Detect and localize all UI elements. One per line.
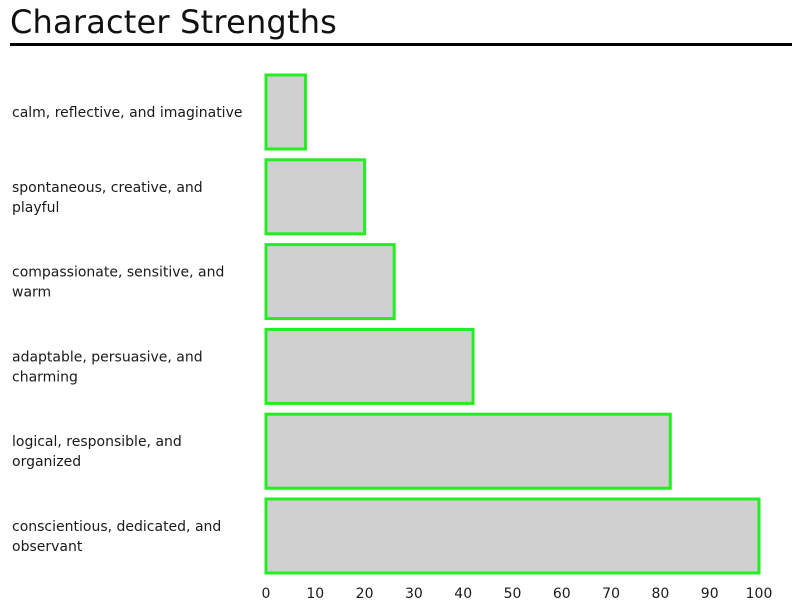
bar <box>264 243 396 321</box>
chart-title: Character Strengths <box>10 3 338 41</box>
x-tick-label: 70 <box>602 586 620 602</box>
x-tick-label: 100 <box>746 586 773 602</box>
category-label: adaptable, persuasive, and charming <box>12 349 203 385</box>
x-tick-labels-group: 0 10 20 30 40 50 60 70 80 90 100 <box>262 586 773 602</box>
category-label: calm, reflective, and imaginative <box>12 105 242 121</box>
x-tick-label: 10 <box>306 586 324 602</box>
bar <box>264 497 761 575</box>
bar <box>264 412 672 490</box>
category-labels-group: calm, reflective, and imaginative spontan… <box>12 105 242 555</box>
x-tick-label: 30 <box>405 586 423 602</box>
title-underline <box>10 43 792 46</box>
x-tick-label: 60 <box>553 586 571 602</box>
x-tick-label: 40 <box>454 586 472 602</box>
x-tick-label: 80 <box>651 586 669 602</box>
category-label: logical, responsible, and organized <box>12 434 182 470</box>
category-label: conscientious, dedicated, and observant <box>12 519 221 555</box>
x-tick-label: 0 <box>262 586 271 602</box>
bar <box>264 73 307 151</box>
x-tick-label: 90 <box>701 586 719 602</box>
bar <box>264 327 475 405</box>
bar <box>264 158 367 236</box>
x-tick-label: 20 <box>356 586 374 602</box>
category-label: compassionate, sensitive, and warm <box>12 265 224 301</box>
x-tick-label: 50 <box>504 586 522 602</box>
category-label: spontaneous, creative, and playful <box>12 180 203 216</box>
bars-group <box>264 73 761 575</box>
